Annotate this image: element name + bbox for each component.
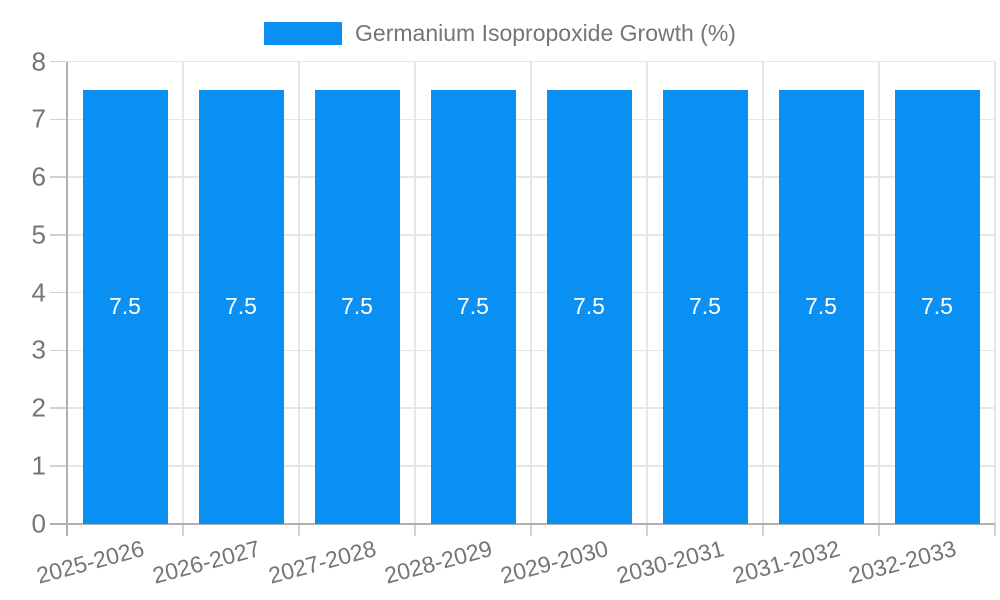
x-axis-tick [414,523,416,536]
y-axis-tick-label: 7 [31,103,46,134]
gridline-vertical [298,61,300,524]
x-axis-label: 2031-2032 [729,535,843,589]
x-axis-tick [994,523,996,536]
bar-value-label: 7.5 [573,293,605,320]
bar: 7.5 [894,90,980,524]
x-axis-tick [646,523,648,536]
gridline-vertical [182,61,184,524]
x-axis-tick [878,523,880,536]
y-axis-line [66,61,68,536]
x-axis-tick [298,523,300,536]
gridline-vertical [762,61,764,524]
bar: 7.5 [314,90,400,524]
y-axis-tick-label: 6 [31,161,46,192]
y-axis-tick-label: 4 [31,276,46,307]
y-axis-tick [50,407,67,409]
bar: 7.5 [198,90,284,524]
bar-value-label: 7.5 [109,293,141,320]
gridline-vertical [646,61,648,524]
y-axis-tick-label: 2 [31,392,46,423]
legend-label: Germanium Isopropoxide Growth (%) [355,20,736,46]
gridline-vertical [994,61,996,524]
x-axis-label: 2027-2028 [265,535,379,589]
x-axis-line [50,522,995,525]
bar-value-label: 7.5 [921,293,953,320]
x-axis-label: 2025-2026 [33,535,147,589]
x-axis-tick [182,523,184,536]
x-axis-label: 2032-2033 [845,535,959,589]
legend-swatch [264,22,343,46]
gridline-vertical [530,61,532,524]
y-axis-tick-label: 3 [31,334,46,365]
y-axis-tick-label: 0 [31,507,46,538]
bar: 7.5 [662,90,748,524]
bar-value-label: 7.5 [805,293,837,320]
y-axis-tick [50,118,67,120]
x-axis-label: 2030-2031 [613,535,727,589]
x-axis-tick [530,523,532,536]
x-axis-label: 2026-2027 [149,535,263,589]
legend[interactable]: Germanium Isopropoxide Growth (%) [0,20,1000,46]
y-axis-tick-label: 5 [31,219,46,250]
x-axis-label: 2028-2029 [381,535,495,589]
gridline-vertical [414,61,416,524]
gridline-vertical [878,61,880,524]
bar-value-label: 7.5 [457,293,489,320]
x-axis-tick [762,523,764,536]
bar-value-label: 7.5 [689,293,721,320]
y-axis-tick [50,60,67,63]
y-axis-tick [50,176,67,178]
bar: 7.5 [546,90,632,524]
bar-value-label: 7.5 [225,293,257,320]
y-axis-tick [50,465,67,467]
y-axis-tick [50,349,67,351]
bar: 7.5 [82,90,168,524]
bar: 7.5 [430,90,516,524]
y-axis-tick [50,291,67,294]
y-axis-tick-label: 8 [31,45,46,76]
y-axis-tick-label: 1 [31,450,46,481]
y-axis-tick [50,234,67,236]
bar-value-label: 7.5 [341,293,373,320]
bar: 7.5 [778,90,864,524]
x-axis-label: 2029-2030 [497,535,611,589]
